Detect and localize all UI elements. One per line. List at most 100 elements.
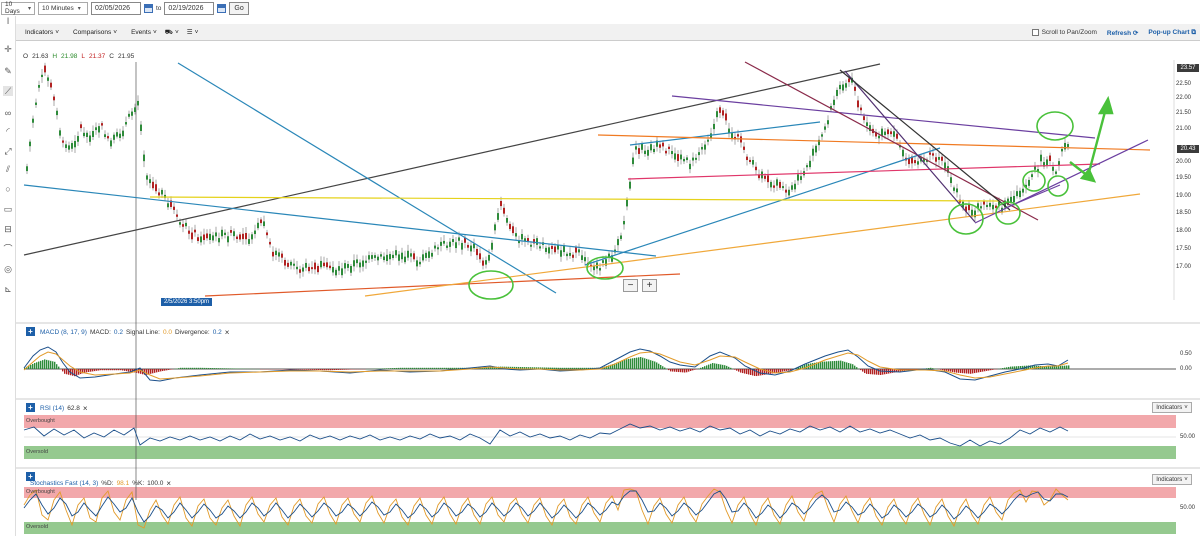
macd-bar [960,369,962,373]
settings-menu[interactable]: ☰ ˅ [187,28,199,37]
candle [80,124,82,129]
stoch-expand-button[interactable]: + [26,472,35,481]
price-tick: 18.50 [1176,210,1192,216]
macd-bar [552,367,554,369]
candle [293,263,295,266]
macd-bar [830,361,832,369]
macd-bar [1034,365,1036,369]
candle [95,127,97,131]
macd-bar [182,367,184,369]
candle [575,247,577,253]
projection-arrows[interactable] [1069,95,1114,183]
drawn-trendlines[interactable] [23,61,1151,297]
candle [308,266,310,272]
channel-tool-icon[interactable]: ⫽ [5,164,10,174]
arc-tool-icon[interactable]: ◜ [6,126,10,136]
macd-bar [694,369,696,370]
candle [137,100,139,106]
zoom-out-button[interactable]: − [623,279,638,292]
candle [836,89,838,96]
candle [878,135,880,139]
candle [890,131,892,135]
candle [608,253,610,258]
macd-bar [290,369,292,370]
candle [119,133,121,138]
rsi-value: 62.8 [67,405,80,412]
candle [770,181,772,188]
rsi-indicators-button[interactable]: Indicators ˅ [1152,402,1192,413]
target-tool-icon[interactable]: ◎ [4,264,12,274]
candle [482,260,484,266]
to-date-input[interactable]: 02/19/2026 [164,1,215,15]
rsi-expand-button[interactable]: + [26,403,35,412]
cursor-tool-icon[interactable]: ǀ [6,16,10,26]
candle [971,209,973,217]
interval-select[interactable]: 10 Minutes ▾ [38,1,88,15]
candle [92,131,94,137]
crosshair-tool-icon[interactable]: ✛ [4,44,12,54]
events-menu[interactable]: Events ˅ [131,28,157,36]
indicators-menu[interactable]: Indicators ˅ [25,28,59,36]
macd-bar [382,368,384,369]
highlight-circles[interactable] [468,111,1074,300]
candle [182,224,184,227]
rectangle-tool-icon[interactable]: ▭ [3,204,13,214]
macd-bar [94,369,96,372]
macd-expand-button[interactable]: + [26,327,35,336]
pencil-tool-icon[interactable]: ✎ [4,66,12,76]
candle [1043,162,1045,167]
close-icon[interactable]: × [166,479,172,488]
macd-bar [766,369,768,375]
candle [1031,174,1033,178]
candle [551,245,553,249]
candle [638,148,640,154]
arc-measure-tool-icon[interactable]: ⌒ [3,244,13,254]
price-tick: 18.00 [1176,228,1192,234]
text-tool-icon[interactable]: ⊟ [4,224,12,234]
go-button[interactable]: Go [229,1,249,15]
candle [395,250,397,256]
range-select[interactable]: 10 Days ▾ [1,1,35,15]
circle-tool-icon[interactable]: ○ [5,184,11,194]
chart-type-menu[interactable]: ⛟ ˅ [165,28,179,37]
line-tool-icon[interactable]: ⟋ [3,86,13,96]
candle [509,223,511,230]
candle [362,260,364,267]
macd-bar [638,357,640,369]
stoch-oversold-zone [24,522,1176,534]
macd-histogram [24,357,1070,377]
ray-tool-icon[interactable]: ∞ [4,108,12,118]
checkbox[interactable] [1031,28,1039,36]
macd-bar [556,367,558,369]
macd-bar [90,369,92,372]
close-icon[interactable]: × [82,404,88,413]
calendar-icon[interactable] [144,3,153,13]
candle [347,263,349,268]
macd-bar [728,366,730,369]
scroll-zoom-toggle[interactable]: Scroll to Pan/Zoom [1031,28,1097,36]
macd-bar [726,365,728,369]
candle [644,150,646,155]
close-icon[interactable]: × [224,328,230,337]
candle [359,262,361,268]
calendar-icon[interactable] [217,3,227,13]
candle [956,188,958,193]
refresh-button[interactable]: Refresh ⟳ [1106,29,1139,37]
macd-bar [986,369,988,371]
stoch-indicators-button[interactable]: Indicators ˅ [1152,474,1192,485]
candle [230,230,232,233]
price-top-label: 23.57 [1177,64,1199,72]
candle [692,157,694,161]
axis-tool-icon[interactable]: ⊾ [4,284,12,294]
candle [176,214,178,217]
macd-bar [518,366,520,369]
rsi-title: RSI (14) [40,405,65,412]
zoom-in-button[interactable]: + [642,279,657,292]
from-date-input[interactable]: 02/05/2026 [91,1,141,15]
comparisons-menu[interactable]: Comparisons ˅ [72,28,118,36]
candle [677,154,679,161]
popup-chart-button[interactable]: Pop-up Chart ⧉ [1148,28,1196,36]
fib-tool-icon[interactable]: ⤢ [4,146,12,156]
macd-signal-line [23,351,1069,380]
